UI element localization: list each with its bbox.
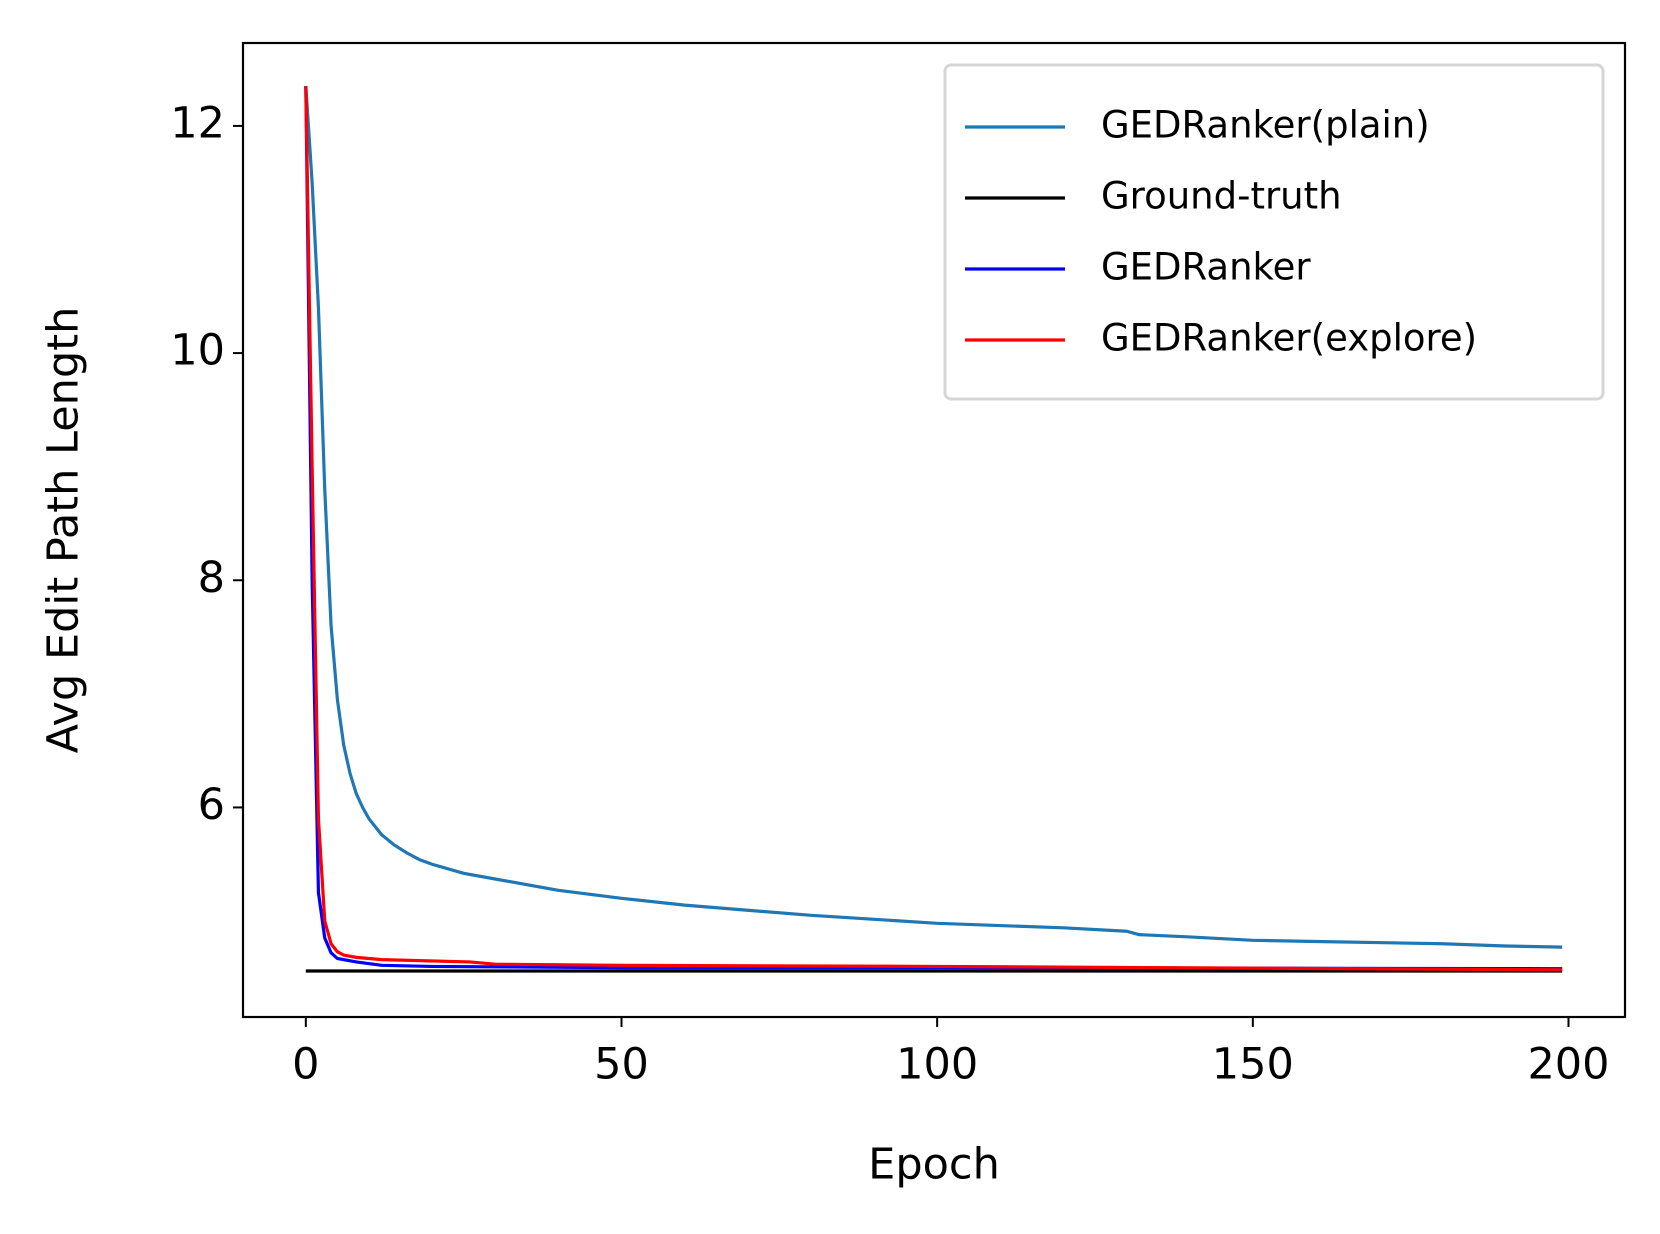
y-tick-label: 10 [170, 326, 225, 376]
x-tick-label: 150 [1212, 1040, 1294, 1090]
y-axis-label: Avg Edit Path Length [39, 307, 89, 754]
data-line [304, 86, 1563, 972]
plot-frame [241, 41, 1627, 1019]
legend-label: Ground-truth [1101, 175, 1342, 218]
y-tick-label: 12 [170, 98, 225, 148]
legend-label: GEDRanker(plain) [1101, 104, 1430, 147]
x-tick-label: 200 [1527, 1040, 1609, 1090]
x-axis-label: Epoch [868, 1140, 1000, 1190]
x-tick-label: 50 [594, 1040, 649, 1090]
y-tick-label: 6 [198, 780, 225, 830]
legend-label: GEDRanker [1101, 246, 1311, 289]
x-tick-label: 100 [896, 1040, 978, 1090]
data-line [304, 86, 1563, 949]
legend-box [943, 63, 1605, 401]
legend-label: GEDRanker(explore) [1101, 317, 1477, 360]
x-tick-label: 0 [292, 1040, 319, 1090]
data-line [304, 86, 1563, 971]
y-tick-label: 8 [198, 553, 225, 603]
